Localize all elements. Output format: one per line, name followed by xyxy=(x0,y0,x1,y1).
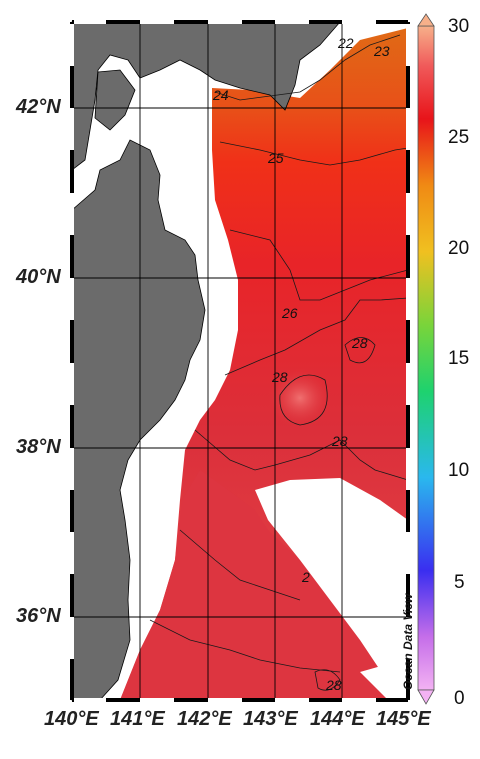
southern-sea-field xyxy=(120,470,395,700)
contour-label-2: 2 xyxy=(301,569,310,585)
lat-label-42n: 42°N xyxy=(16,96,61,118)
land-shimokita xyxy=(94,69,136,131)
lon-label-141e: 141°E xyxy=(110,708,165,730)
warm-core xyxy=(268,368,332,428)
colorbar-tick-10: 10 xyxy=(448,460,470,481)
colorbar-top-arrow xyxy=(417,13,435,27)
contour-label-25: 25 xyxy=(267,150,284,166)
graticule xyxy=(72,22,408,700)
colorbar-tick-0: 0 xyxy=(454,688,465,709)
contour-label-28d: 28 xyxy=(325,677,342,693)
no-data-region xyxy=(255,478,408,700)
contour-label-28b: 28 xyxy=(271,369,288,385)
colorbar-tick-25: 25 xyxy=(448,127,470,148)
land-hokkaido xyxy=(71,21,341,171)
lon-label-145e: 145°E xyxy=(376,708,431,730)
no-data-corner xyxy=(360,660,408,700)
colorbar-tick-5: 5 xyxy=(454,572,465,593)
contour-labels: 22 23 24 25 26 28 28 28 2 28 xyxy=(212,35,390,693)
colorbar-tick-15: 15 xyxy=(448,348,470,369)
lon-label-142e: 142°E xyxy=(177,708,232,730)
contour-label-28c: 28 xyxy=(331,433,348,449)
frame-ticks xyxy=(70,20,410,702)
contour-label-22: 22 xyxy=(337,35,354,51)
colorbar-bottom-arrow xyxy=(417,689,435,705)
colorbar-tick-30: 30 xyxy=(448,16,470,37)
lon-label-143e: 143°E xyxy=(243,708,298,730)
contour-label-23: 23 xyxy=(373,43,390,59)
isotherm-contours xyxy=(149,34,409,691)
contour-label-28a: 28 xyxy=(351,335,368,351)
ocean-data-view-watermark: Ocean Data View xyxy=(401,593,415,690)
contour-label-26: 26 xyxy=(281,305,298,321)
colorbar xyxy=(417,25,435,691)
lon-label-140e: 140°E xyxy=(44,708,99,730)
lat-label-38n: 38°N xyxy=(16,436,61,458)
colorbar-tick-20: 20 xyxy=(448,238,470,259)
lon-label-144e: 144°E xyxy=(310,708,365,730)
lat-label-36n: 36°N xyxy=(16,605,61,627)
lat-label-40n: 40°N xyxy=(16,266,61,288)
land-honshu xyxy=(71,139,206,701)
contour-label-24: 24 xyxy=(212,87,229,103)
